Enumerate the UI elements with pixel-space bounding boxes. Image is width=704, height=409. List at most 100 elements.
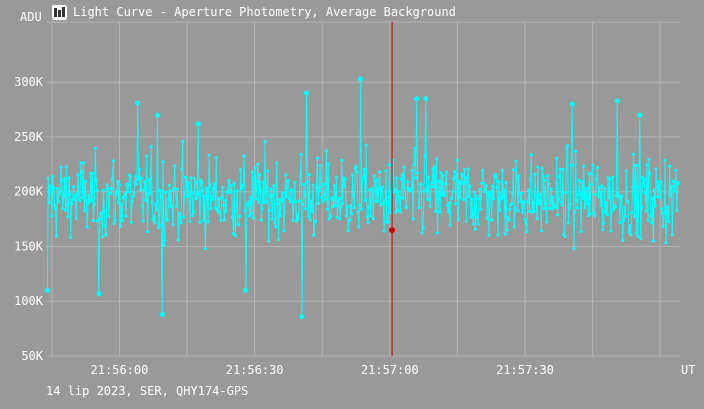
data-point (588, 212, 592, 216)
data-point (120, 219, 124, 223)
data-point (376, 199, 380, 203)
data-point (526, 200, 530, 204)
data-point (161, 160, 165, 164)
data-point-highlight (569, 101, 575, 107)
data-point-highlight (299, 314, 305, 320)
data-point (566, 144, 570, 148)
data-point (434, 209, 438, 213)
data-point (399, 177, 403, 181)
data-point (495, 186, 499, 190)
data-point (315, 156, 319, 160)
data-point (351, 173, 355, 177)
data-point (416, 171, 420, 175)
data-point (641, 184, 646, 188)
data-point (499, 191, 503, 195)
data-point (664, 241, 668, 245)
data-point (611, 175, 615, 179)
data-point (85, 225, 89, 229)
data-point (379, 203, 383, 207)
data-point (631, 185, 635, 189)
data-point (563, 234, 567, 238)
data-point (507, 218, 511, 222)
data-point (426, 175, 431, 179)
data-point (286, 179, 291, 183)
data-point (208, 184, 212, 188)
data-point (130, 199, 134, 203)
data-point (335, 215, 339, 219)
data-point (310, 210, 314, 214)
data-point (432, 185, 436, 189)
data-point (178, 215, 182, 219)
data-point-highlight (159, 311, 165, 317)
data-point (303, 192, 307, 197)
data-point (363, 198, 367, 202)
data-point (356, 209, 360, 214)
data-point (522, 199, 526, 203)
data-point (458, 196, 462, 200)
data-point (181, 140, 185, 144)
data-point (575, 198, 579, 202)
data-point (321, 199, 325, 204)
data-point (217, 197, 221, 201)
data-point (267, 208, 272, 212)
data-point (203, 247, 207, 251)
data-point (608, 177, 612, 181)
data-point (209, 206, 213, 211)
data-point (67, 176, 71, 180)
data-point (294, 200, 298, 204)
data-point-highlight (243, 287, 249, 293)
data-point (565, 147, 569, 151)
data-point (90, 171, 95, 175)
data-point (396, 208, 400, 212)
data-point (381, 201, 385, 206)
data-point (645, 163, 649, 167)
data-point (429, 184, 433, 188)
data-point (239, 187, 244, 191)
data-point (556, 197, 561, 201)
data-point (547, 206, 552, 210)
data-point (636, 234, 640, 238)
data-point (637, 185, 641, 189)
data-point (185, 195, 189, 199)
data-point (373, 180, 377, 184)
data-point (162, 243, 166, 247)
data-point (87, 193, 91, 197)
data-point (591, 163, 595, 167)
data-point (514, 159, 518, 163)
data-point (298, 174, 302, 179)
data-point (494, 175, 498, 179)
data-point (557, 174, 562, 178)
data-point (675, 208, 679, 213)
data-point (486, 191, 490, 195)
data-point (339, 205, 343, 210)
data-point (438, 210, 442, 214)
data-point (66, 215, 70, 219)
data-point (358, 203, 362, 207)
data-point (666, 210, 670, 214)
data-point (510, 202, 514, 206)
data-point (635, 163, 639, 167)
app-logo-icon (52, 4, 67, 20)
data-point (70, 201, 74, 205)
data-point (603, 210, 608, 214)
data-point (309, 199, 313, 203)
data-point (135, 182, 139, 186)
data-point (278, 214, 282, 218)
data-point (543, 178, 547, 182)
data-point (62, 194, 66, 198)
data-point (525, 230, 529, 234)
data-point (453, 170, 457, 174)
data-point (450, 197, 454, 201)
data-point (239, 168, 243, 172)
data-point (536, 165, 540, 169)
data-point (428, 205, 432, 209)
data-point (205, 189, 209, 193)
data-point (277, 197, 282, 201)
data-point (631, 152, 636, 156)
y-tick-label: 100K (14, 294, 44, 308)
data-point (109, 191, 113, 195)
data-point (544, 202, 548, 206)
data-point (200, 181, 204, 185)
data-point (589, 183, 593, 187)
